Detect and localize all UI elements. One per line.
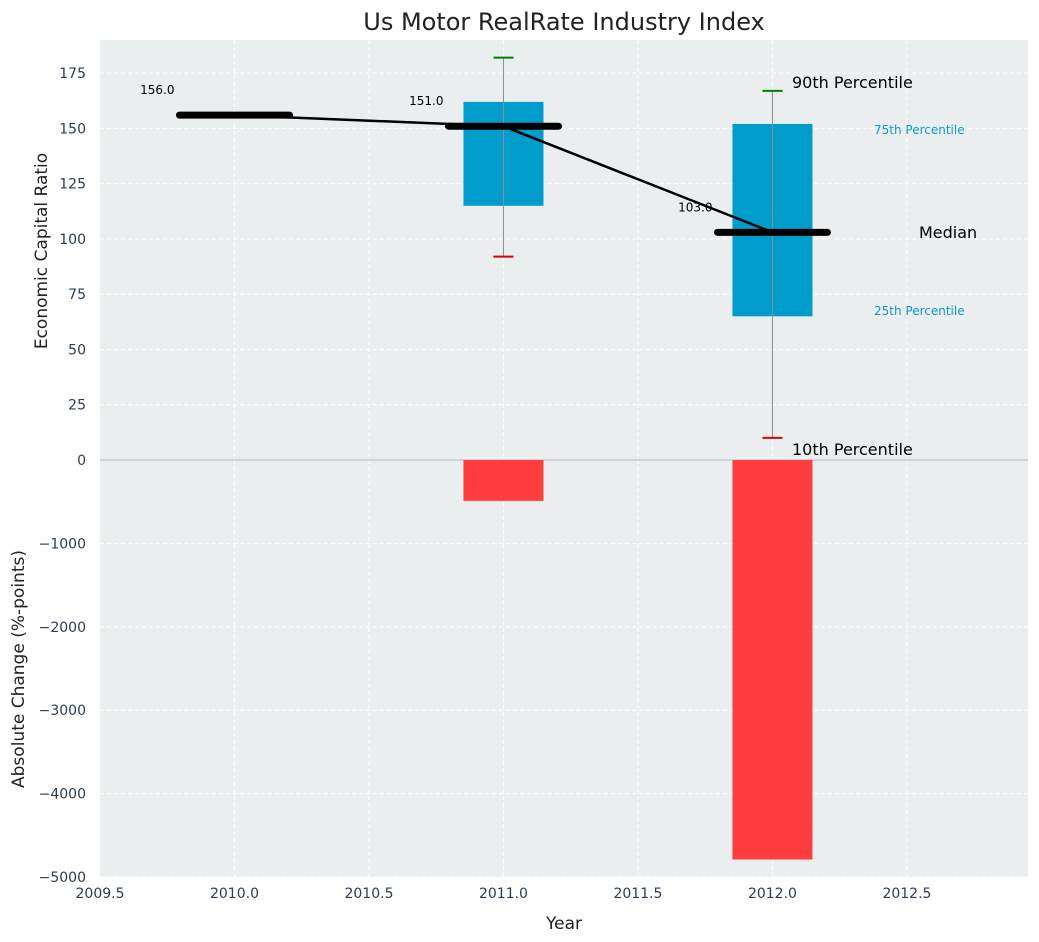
y-tick-label-top: 0: [77, 453, 86, 469]
value-label: 151.0: [409, 94, 443, 108]
label-25th-percentile: 25th Percentile: [874, 304, 965, 318]
plot-area-bottom: [100, 460, 1028, 877]
label-90th-percentile: 90th Percentile: [792, 73, 913, 92]
y-tick-label-top: 25: [68, 398, 86, 414]
x-tick-label: 2009.5: [76, 886, 125, 902]
tick-labels: 2009.5 2010.0 2010.5 2011.0 2011.5 2012.0 2012…: [39, 66, 932, 902]
y-tick-label-top: 75: [68, 287, 86, 303]
y-tick-label-top: 125: [59, 177, 86, 193]
y-tick-label-top: 150: [59, 121, 86, 137]
y-tick-label-top: 50: [68, 342, 86, 358]
y-tick-label-bottom: −3000: [39, 703, 86, 719]
value-label: 103.0: [678, 200, 712, 214]
y-tick-label-top: 175: [59, 66, 86, 82]
x-tick-label: 2011.0: [479, 886, 528, 902]
chart-marks: 156.0 151.0 103.0: [140, 56, 831, 860]
value-label: 156.0: [140, 83, 174, 97]
chart-title: Us Motor RealRate Industry Index: [363, 8, 765, 36]
x-axis-label: Year: [545, 914, 582, 934]
x-tick-label: 2012.5: [882, 886, 931, 902]
y-tick-label-bottom: −2000: [39, 620, 86, 636]
label-75th-percentile: 75th Percentile: [874, 123, 965, 137]
x-tick-label: 2011.5: [613, 886, 662, 902]
y-tick-label-bottom: −4000: [39, 787, 86, 803]
y-tick-label-top: 100: [59, 232, 86, 248]
y-tick-label-bottom: −5000: [39, 870, 86, 886]
label-median: Median: [919, 223, 977, 242]
label-10th-percentile: 10th Percentile: [792, 440, 913, 459]
grid-lines: [100, 40, 1028, 878]
y-tick-label-bottom: −1000: [39, 536, 86, 552]
x-tick-label: 2012.0: [748, 886, 797, 902]
y-axis-label-top: Economic Capital Ratio: [32, 153, 52, 349]
change-bar: [463, 460, 544, 501]
x-tick-label: 2010.5: [344, 886, 393, 902]
x-tick-label: 2010.0: [210, 886, 259, 902]
y-axis-label-bottom: Absolute Change (%-points): [9, 550, 29, 788]
plot-area-top: [100, 40, 1028, 460]
change-bar: [732, 460, 813, 860]
